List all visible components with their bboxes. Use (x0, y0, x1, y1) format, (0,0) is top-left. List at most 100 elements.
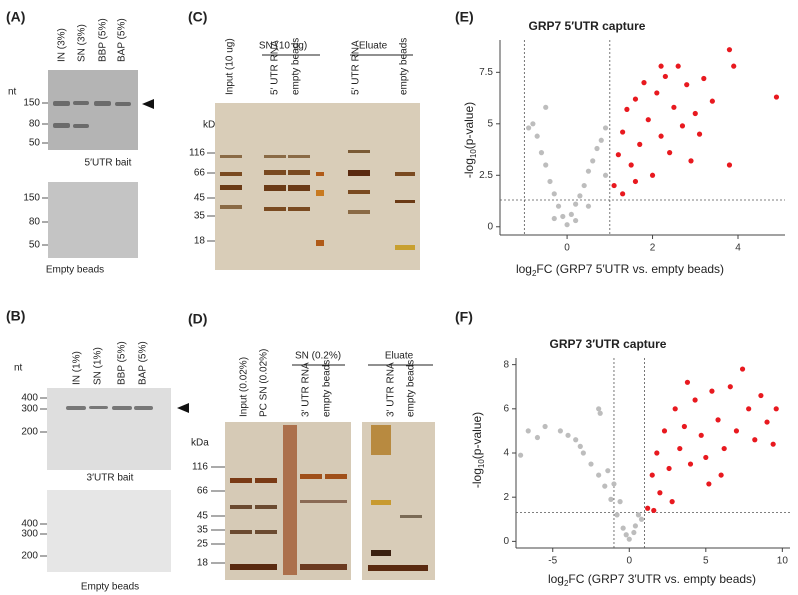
marker-label: 116 (189, 148, 205, 159)
point (614, 512, 620, 518)
point (620, 191, 626, 197)
point (624, 106, 630, 112)
point (611, 182, 617, 189)
point (573, 437, 579, 443)
panel-label: (E) (455, 9, 474, 25)
point (666, 465, 672, 472)
gel-bands (53, 101, 131, 128)
unit: kDa (203, 120, 221, 131)
panel-label: (C) (188, 9, 207, 25)
point (525, 428, 531, 434)
x-tick-label: 4 (735, 243, 741, 254)
lane-label: SN (1%) (93, 347, 104, 385)
point (534, 434, 541, 441)
axis-label-part: (p-value) (470, 412, 484, 459)
axis-label-part: -log (470, 468, 484, 488)
lane-label: Input (0.02%) (239, 357, 250, 417)
point (594, 145, 600, 152)
caption: Empty beads (81, 582, 139, 593)
lane-label: empty beads (406, 360, 417, 417)
axis-label-sub: 10 (477, 459, 486, 468)
point (551, 191, 557, 197)
point (681, 423, 687, 430)
group-label: Eluate (359, 41, 388, 52)
point (631, 529, 637, 536)
marker-label: 50 (29, 240, 41, 251)
point (542, 423, 548, 430)
point (703, 454, 709, 461)
x-tick-label: 5 (703, 556, 709, 567)
point (615, 152, 621, 158)
point (588, 461, 594, 467)
point (715, 417, 721, 423)
marker-label: 66 (194, 168, 206, 179)
point (577, 443, 583, 449)
x-tick-label: 0 (626, 556, 632, 567)
point (645, 117, 651, 123)
y-tick-label: 5 (487, 118, 493, 129)
group-label: Eluate (385, 351, 414, 362)
y-tick-label: 8 (503, 359, 509, 370)
marker-label: 400 (21, 519, 38, 530)
axis-label-sub: 2 (564, 579, 569, 588)
x-tick-label: 10 (777, 556, 789, 567)
marker-label: 50 (29, 138, 41, 149)
lane-label: SN (3%) (77, 24, 88, 62)
point (573, 217, 579, 224)
point (679, 123, 686, 129)
point (641, 80, 647, 86)
lane-label: 5′ UTR RNA (270, 40, 281, 95)
marker-label: 150 (23, 193, 40, 204)
point (602, 125, 609, 131)
point (632, 178, 639, 185)
point (726, 47, 733, 53)
y-tick-label: 7.5 (479, 67, 493, 78)
point (632, 523, 638, 529)
point (739, 366, 746, 372)
y-tick-label: 4 (503, 448, 509, 459)
panel-label: (F) (455, 309, 473, 325)
point (773, 406, 779, 412)
point (585, 203, 592, 209)
gel (47, 490, 171, 572)
lane-label: empty beads (291, 38, 302, 95)
point (596, 406, 602, 412)
lane-label: BBP (5%) (117, 341, 128, 385)
point (692, 397, 698, 403)
point (696, 131, 703, 137)
marker-label: 300 (21, 529, 38, 540)
point (543, 162, 549, 168)
point (731, 63, 737, 69)
point (698, 432, 704, 438)
point (709, 98, 715, 104)
point (672, 406, 678, 412)
point (733, 428, 740, 434)
point (746, 406, 752, 412)
point (657, 490, 663, 496)
point (557, 428, 563, 434)
point (581, 182, 587, 189)
marker-label: 66 (197, 486, 209, 497)
marker-label: 45 (197, 511, 209, 522)
point (649, 172, 656, 178)
point (590, 158, 596, 164)
point (580, 450, 586, 456)
point (661, 428, 668, 434)
point (718, 472, 724, 478)
unit: nt (14, 363, 23, 374)
panel-label: (D) (188, 311, 207, 327)
lane-label: Input (10 ug) (225, 38, 236, 95)
gel (48, 70, 138, 150)
point (684, 379, 691, 385)
point (620, 525, 626, 531)
chart-title: GRP7 5′UTR capture (529, 19, 646, 33)
point (565, 432, 571, 438)
lane-label: empty beads (322, 360, 333, 417)
point (654, 90, 660, 96)
point (602, 483, 608, 489)
point (623, 532, 629, 538)
point (709, 388, 715, 394)
point (758, 392, 764, 399)
gel (48, 182, 138, 258)
